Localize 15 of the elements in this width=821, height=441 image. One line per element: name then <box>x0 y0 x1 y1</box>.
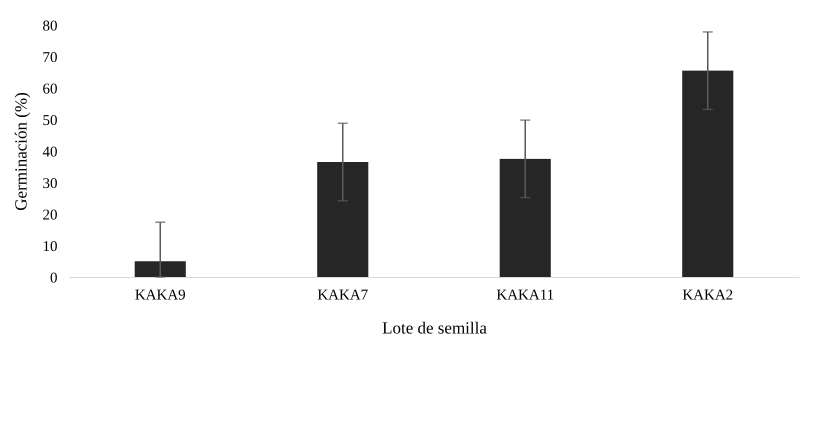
y-tick-label: 40 <box>42 144 58 160</box>
y-tick-label: 80 <box>42 18 58 34</box>
y-tick-label: 50 <box>42 113 58 129</box>
y-axis-title: Germinación (%) <box>12 92 30 211</box>
y-tick-label: 70 <box>42 50 58 66</box>
x-tick-label: KAKA7 <box>317 288 369 304</box>
x-axis-title: Lote de semilla <box>382 318 488 338</box>
x-tick-label: KAKA9 <box>134 288 186 304</box>
x-tick-label: KAKA11 <box>496 288 554 304</box>
y-tick-label: 30 <box>42 176 58 192</box>
y-tick-label: 0 <box>50 270 58 286</box>
x-tick-label: KAKA2 <box>682 288 734 304</box>
y-tick-label: 20 <box>42 208 58 224</box>
y-tick-label: 60 <box>42 82 58 98</box>
y-tick-label: 10 <box>42 239 58 255</box>
